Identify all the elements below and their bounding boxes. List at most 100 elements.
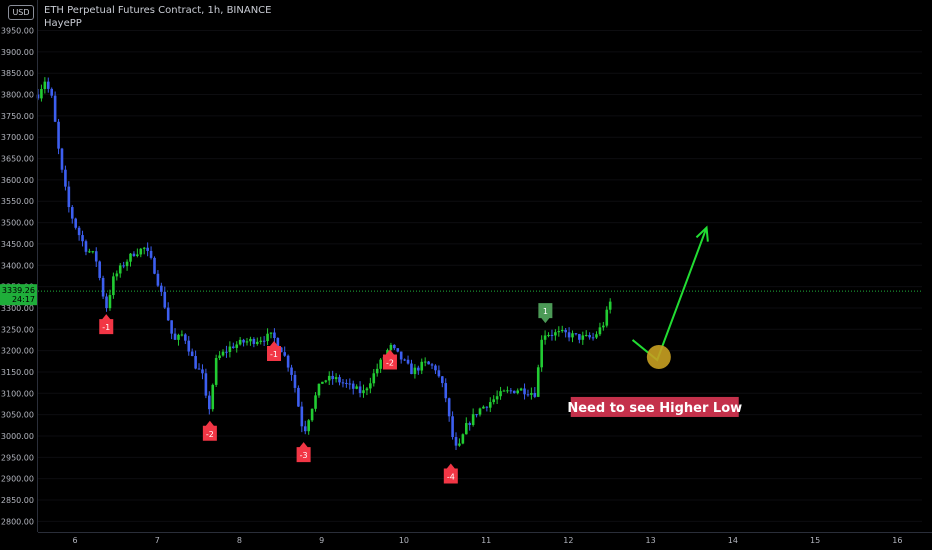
pivot-marker-bear: -2: [202, 420, 217, 441]
candle-body: [235, 344, 239, 348]
arrow-head[interactable]: [695, 225, 709, 242]
candle-body: [180, 334, 184, 336]
last-price-label: 3339.26: [2, 286, 35, 295]
candle-body: [43, 81, 47, 89]
candle-body: [437, 370, 441, 377]
pivot-marker-bull: 1: [538, 303, 553, 324]
candle-body: [488, 402, 492, 408]
candle-body: [341, 382, 345, 384]
candle-body: [177, 334, 180, 340]
candle-body: [232, 346, 235, 348]
x-tick-label: 9: [319, 536, 324, 545]
candle-body: [297, 387, 300, 407]
candle-body: [46, 81, 50, 89]
candle-body: [550, 334, 554, 336]
projection-arrow-line[interactable]: [631, 227, 708, 362]
y-tick-label: 3450.00: [1, 240, 34, 249]
candle-body: [427, 361, 430, 365]
candle-body: [441, 376, 444, 384]
candle-body: [40, 88, 43, 99]
marker-label: 1: [543, 307, 548, 316]
candle-body: [530, 392, 533, 395]
candle-body: [173, 333, 177, 340]
candle-body: [112, 276, 115, 296]
x-tick-label: 6: [72, 536, 77, 545]
candle-body: [98, 261, 101, 278]
candle-body: [444, 383, 448, 399]
indicator-label[interactable]: HayePP: [44, 18, 82, 29]
annotation-box: [570, 396, 739, 417]
candle-body: [67, 186, 71, 208]
candle-body: [187, 340, 191, 352]
y-tick-label: 3100.00: [1, 389, 34, 398]
candle-body: [283, 352, 286, 356]
candle-body: [142, 247, 146, 249]
candle-body: [379, 359, 382, 369]
candle-body: [478, 408, 482, 415]
candle-body: [372, 373, 376, 384]
candle-body: [139, 248, 143, 255]
candle-body: [146, 247, 149, 251]
candle-body: [310, 408, 314, 421]
candle-body: [547, 334, 550, 336]
candle-body: [314, 395, 317, 409]
pivot-marker-bear: -2: [382, 349, 397, 370]
candle-body: [605, 309, 609, 326]
candle-body: [122, 265, 125, 267]
candle-body: [578, 334, 581, 340]
candle-body: [595, 334, 598, 338]
y-tick-label: 2850.00: [1, 496, 34, 505]
candle-body: [430, 364, 434, 366]
candle-body: [228, 346, 232, 352]
candle-body: [184, 334, 187, 341]
candle-body: [327, 375, 331, 381]
candle-body: [591, 337, 595, 339]
candle-body: [557, 331, 561, 333]
candle-body: [512, 390, 516, 394]
marker-label: -3: [300, 451, 308, 460]
candle-body: [74, 218, 77, 228]
candle-body: [204, 373, 208, 396]
candle-body: [307, 420, 310, 432]
y-tick-label: 3700.00: [1, 133, 34, 142]
higher-low-circle[interactable]: [646, 345, 671, 370]
candle-body: [211, 384, 215, 410]
pivot-marker-bear: -1: [99, 314, 114, 335]
candle-body: [523, 388, 526, 395]
candle-body: [252, 338, 256, 344]
y-tick-label: 3200.00: [1, 347, 34, 356]
candle-body: [396, 348, 400, 352]
candle-body: [84, 241, 88, 252]
candle-body: [88, 251, 91, 253]
currency-button[interactable]: USD: [8, 5, 34, 20]
x-tick-label: 15: [810, 536, 820, 545]
candle-body: [417, 367, 420, 371]
candle-body: [399, 351, 403, 360]
candle-body: [458, 443, 461, 446]
candle-body: [262, 340, 266, 342]
candle-body: [60, 148, 64, 170]
marker-shape: [99, 314, 114, 335]
candle-body: [540, 339, 543, 368]
candle-body: [584, 335, 588, 337]
pivot-marker-bear: -1: [267, 340, 282, 361]
candle-body: [94, 251, 98, 262]
candle-body: [608, 301, 612, 310]
annotation-label[interactable]: Need to see Higher Low: [567, 396, 742, 417]
candle-body: [91, 251, 95, 253]
candle-body: [115, 273, 119, 277]
candle-body: [571, 333, 574, 338]
y-tick-label: 3950.00: [1, 27, 34, 36]
time-axis: 6 7 8 9 10 11 12 13 14 15 16: [38, 532, 932, 545]
candle-body: [406, 359, 410, 364]
candle-body: [454, 437, 458, 446]
y-tick-label: 3050.00: [1, 411, 34, 420]
candle-body: [105, 296, 108, 309]
marker-shape: [296, 442, 311, 463]
candle-body: [502, 390, 506, 392]
symbol-title[interactable]: ETH Perpetual Futures Contract, 1h, BINA…: [44, 5, 272, 16]
x-tick-label: 13: [646, 536, 656, 545]
candle-body: [485, 406, 489, 408]
candle-body: [536, 367, 540, 397]
